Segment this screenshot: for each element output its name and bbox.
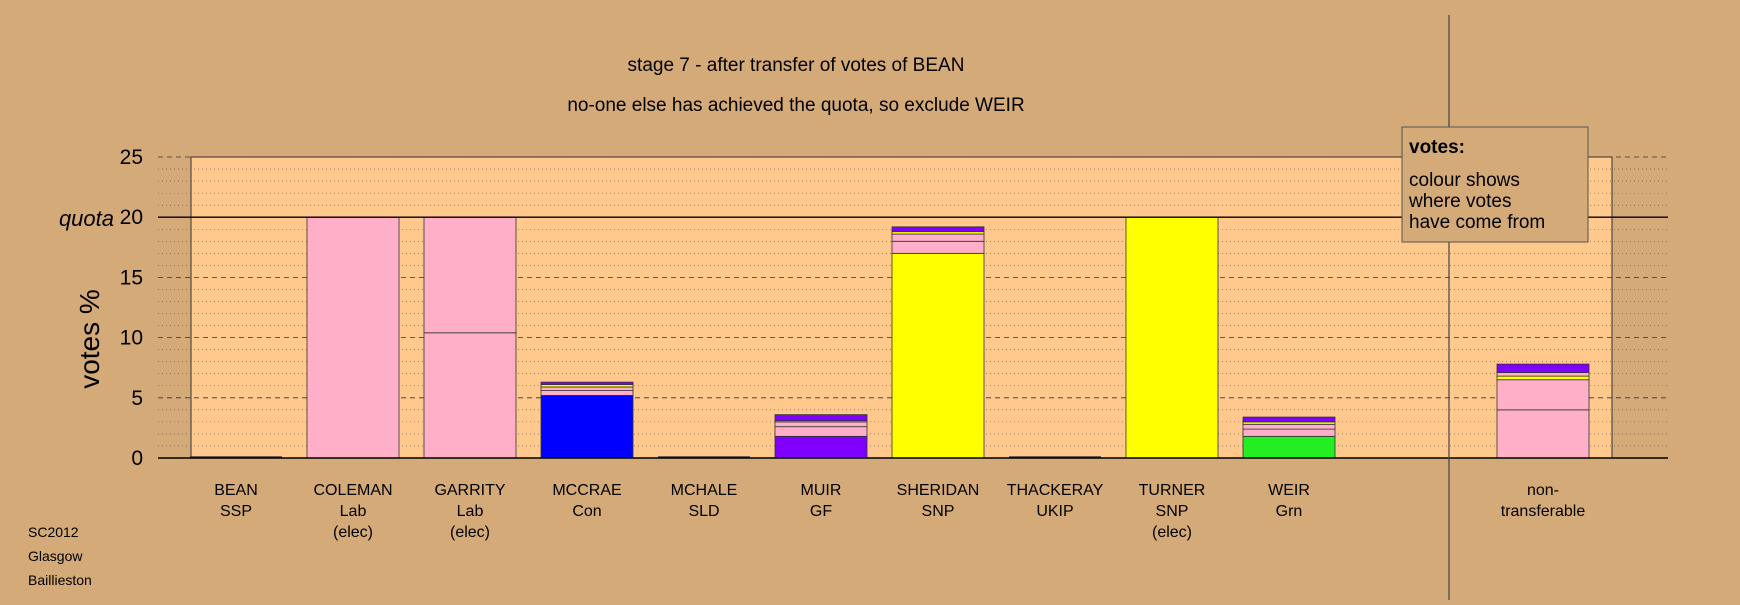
bar-mccrae xyxy=(540,381,634,459)
bar-segment xyxy=(1242,428,1336,437)
y-axis-label: votes % xyxy=(74,289,105,389)
bar-segment xyxy=(891,240,985,254)
y-tick-label: 15 xyxy=(120,266,143,289)
bar-segment xyxy=(1242,416,1336,423)
x-tick-label: MCHALE xyxy=(671,482,738,499)
bar-segment xyxy=(1496,372,1590,377)
bar-segment xyxy=(891,226,985,233)
bar-muir xyxy=(774,414,868,459)
label-turner: TURNER SNP (elec) xyxy=(1139,482,1206,541)
bar-garrity xyxy=(423,216,517,459)
bar-segment xyxy=(1496,375,1590,381)
legend-line: where votes xyxy=(1408,191,1511,212)
legend-box xyxy=(1401,126,1589,243)
bar-segment xyxy=(423,216,517,334)
x-tick-label: THACKERAY xyxy=(1007,482,1104,499)
x-tick-label: transferable xyxy=(1501,503,1586,520)
footer-location: SC2012 Glasgow Baillieston xyxy=(28,520,92,592)
x-tick-label: Grn xyxy=(1276,503,1303,520)
bar-sheridan xyxy=(891,226,985,459)
bar-segment xyxy=(1242,423,1336,430)
bar-segment xyxy=(1125,216,1219,459)
bar-segment xyxy=(1496,409,1590,459)
bar-segment xyxy=(774,414,868,422)
x-tick-label: MCCRAE xyxy=(552,482,621,499)
y-tick-label: 0 xyxy=(131,447,143,470)
x-tick-label: (elec) xyxy=(1152,524,1192,541)
legend: votes: colour shows where votes have com… xyxy=(1401,126,1589,243)
chart-title: stage 7 - after transfer of votes of BEA… xyxy=(628,55,965,76)
label-mccrae: MCCRAE Con xyxy=(552,482,621,520)
y-tick-label: 20 xyxy=(120,206,143,229)
bar-segment xyxy=(891,233,985,242)
x-tick-label: SNP xyxy=(1156,503,1189,520)
bar-segment xyxy=(540,386,634,391)
bar-segment xyxy=(540,390,634,396)
x-tick-label: MUIR xyxy=(801,482,842,499)
x-tick-label: Lab xyxy=(340,503,367,520)
bar-segment xyxy=(540,394,634,459)
label-nontransferable: non-transferable xyxy=(1501,482,1586,520)
x-tick-label: WEIR xyxy=(1268,482,1310,499)
x-tick-label: COLEMAN xyxy=(313,482,392,499)
bar-turner xyxy=(1125,216,1219,459)
footer-line: SC2012 xyxy=(28,524,79,540)
x-tick-label: TURNER xyxy=(1139,482,1206,499)
label-sheridan: SHERIDAN SNP xyxy=(897,482,980,520)
x-tick-label: non- xyxy=(1527,482,1559,499)
bar-segment xyxy=(1496,363,1590,373)
x-tick-label: (elec) xyxy=(450,524,490,541)
bar-segment xyxy=(306,216,400,459)
bar-segment xyxy=(891,252,985,459)
x-tick-label: SNP xyxy=(922,503,955,520)
y-tick-label: 5 xyxy=(131,387,143,410)
bar-segment xyxy=(774,426,868,437)
bar-segment xyxy=(1496,379,1590,411)
label-bean: BEAN SSP xyxy=(214,482,258,520)
bar-coleman xyxy=(306,216,400,459)
bar-nontransferable xyxy=(1496,363,1590,459)
label-garrity: GARRITY Lab (elec) xyxy=(434,482,505,541)
chart-subtitle: no-one else has achieved the quota, so e… xyxy=(567,95,1024,116)
x-tick-label: GF xyxy=(810,503,832,520)
bars xyxy=(190,216,1590,459)
x-tick-label: SLD xyxy=(688,503,719,520)
label-coleman: COLEMAN Lab (elec) xyxy=(313,482,392,541)
x-tick-label: (elec) xyxy=(333,524,373,541)
label-weir: WEIR Grn xyxy=(1268,482,1310,520)
bar-segment xyxy=(540,381,634,385)
label-muir: MUIR GF xyxy=(801,482,842,520)
x-tick-label: UKIP xyxy=(1036,503,1073,520)
bar-segment xyxy=(774,435,868,459)
footer-line: Baillieston xyxy=(28,572,92,588)
x-tick-label: SHERIDAN xyxy=(897,482,980,499)
label-mchale: MCHALE SLD xyxy=(671,482,738,520)
bar-segment xyxy=(774,421,868,428)
y-tick-label: 25 xyxy=(120,146,143,169)
footer-line: Glasgow xyxy=(28,548,83,564)
legend-heading: votes: xyxy=(1409,137,1465,158)
bar-segment xyxy=(423,332,517,459)
y-tick-label: 10 xyxy=(120,327,143,350)
bar-weir xyxy=(1242,416,1336,459)
x-tick-label: BEAN xyxy=(214,482,258,499)
label-thackeray: THACKERAY UKIP xyxy=(1007,482,1104,520)
x-tick-label: SSP xyxy=(220,503,252,520)
legend-line: colour shows xyxy=(1409,170,1520,191)
x-tick-label: GARRITY xyxy=(434,482,505,499)
x-tick-label: Con xyxy=(572,503,601,520)
quota-label: quota xyxy=(59,206,114,231)
legend-line: have come from xyxy=(1409,212,1545,233)
x-axis-labels: BEAN SSP COLEMAN Lab (elec) GARRITY Lab (elec) M… xyxy=(214,482,1585,541)
x-tick-label: Lab xyxy=(457,503,484,520)
bar-segment xyxy=(1242,435,1336,459)
